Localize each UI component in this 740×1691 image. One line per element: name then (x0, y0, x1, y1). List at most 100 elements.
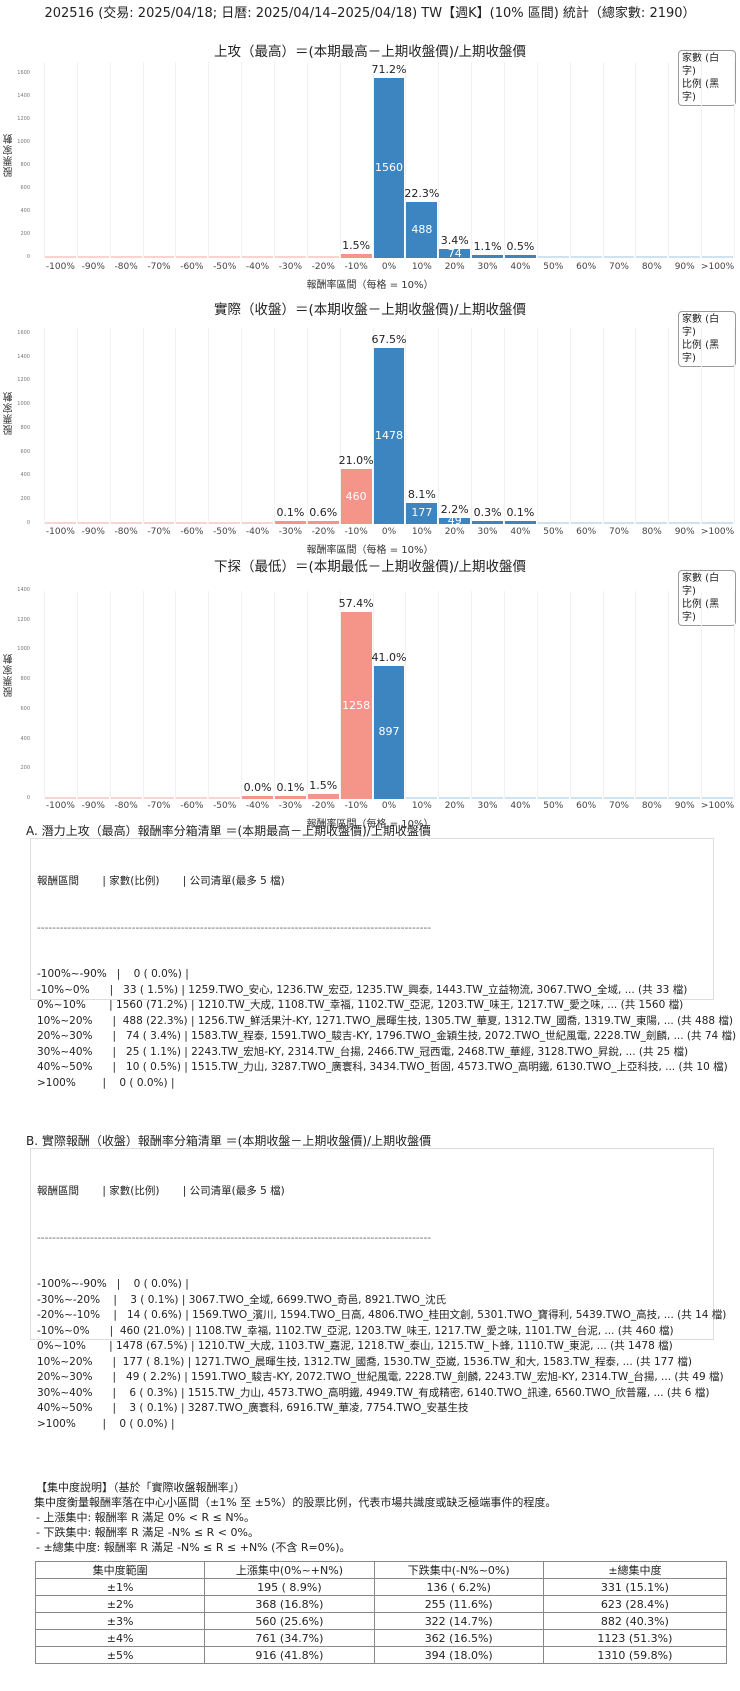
x-tick-label: -40% (245, 801, 270, 811)
cell: 394 (18.0%) (373, 1646, 544, 1664)
x-tick-label: -100% (45, 801, 75, 811)
bar--100% (45, 522, 76, 524)
bar--30% (275, 796, 306, 799)
cell: ±5% (34, 1646, 206, 1664)
cell: 1310 (59.8%) (542, 1646, 728, 1664)
y-tick-label: 0 (26, 520, 30, 526)
concentration-desc: 集中度衡量報酬率落在中心小區間（±1% 至 ±5%）的股票比例，代表市場共識度或… (34, 1496, 557, 1509)
cell: 761 (34.7%) (204, 1629, 375, 1647)
x-tick-label: 60% (576, 801, 597, 811)
grid-line (602, 62, 604, 258)
bar-pct-label: 0.1% (276, 781, 305, 794)
y-tick-label: 1000 (17, 138, 30, 145)
list-item: 0%~10% | 1478 (67.5%) | 1210.TW_大成, 1103… (37, 1340, 673, 1352)
bar--20% (307, 521, 339, 524)
y-tick-label: 0 (26, 795, 30, 801)
cell: ±4% (34, 1629, 206, 1647)
x-tick-label: -70% (147, 262, 171, 272)
concentration-bullet: - ±總集中度: 報酬率 R 滿足 -N% ≤ R ≤ +N% (不含 R=0%… (36, 1541, 351, 1554)
x-axis-label: 報酬率區間（每格 = 10%） (306, 280, 434, 291)
y-tick-label: 600 (20, 184, 30, 191)
table-header-row: 集中度範圍 上漲集中(0%~+N%) 下跌集中(-N%~0%) ±總集中度 (34, 1561, 728, 1579)
grid-line (569, 328, 571, 524)
x-tick-label: 30% (477, 527, 498, 537)
grid-line (241, 62, 243, 258)
bar--40% (242, 522, 273, 524)
x-tick-label: -20% (311, 801, 335, 811)
grid-line (208, 328, 210, 524)
bar-count-label: 1478 (374, 429, 403, 443)
y-tick-label: 800 (20, 676, 30, 683)
y-tick-label: 800 (20, 161, 30, 168)
x-tick-label: 70% (608, 262, 629, 272)
list-divider: ----------------------------------------… (37, 1231, 432, 1244)
x-tick-label: -90% (81, 527, 105, 537)
bar-70% (603, 522, 635, 524)
grid-line (109, 328, 111, 524)
x-tick-label: 40% (510, 527, 531, 537)
y-tick-label: 1400 (17, 92, 30, 99)
list-rows: -100%~-90% | 0 ( 0.0%) | -30%~-20% | 3 ( … (37, 1277, 726, 1432)
grid-line (372, 62, 374, 258)
x-tick-label: -100% (45, 527, 75, 537)
legend-pct-label: 比例 (黑字) (682, 79, 720, 103)
bar-count-label: 897 (378, 725, 400, 739)
legend-count-label: 家數 (白字) (682, 573, 720, 597)
x-tick-label: 50% (543, 527, 564, 537)
chart-title: 下探（最低）＝(本期最低－上期收盤價)/上期收盤價 (213, 559, 527, 575)
x-tick-label: 90% (674, 527, 695, 537)
list-item: 20%~30% | 49 ( 2.2%) | 1591.TWO_駿吉-KY, 2… (37, 1371, 724, 1383)
bar-0%: 1478 (373, 348, 405, 524)
cell: 882 (40.3%) (542, 1612, 728, 1630)
grid-line (734, 62, 735, 258)
grid-line (438, 62, 440, 258)
chart-title: 實際（收盤）＝(本期收盤－上期收盤價)/上期收盤價 (213, 302, 527, 318)
cell: ±1% (34, 1578, 206, 1596)
grid-line (569, 591, 571, 799)
list-item: >100% | 0 ( 0.0%) | (37, 1076, 175, 1089)
list-item: -100%~-90% | 0 ( 0.0%) | (37, 968, 189, 980)
grid-line (76, 328, 78, 524)
list-item: >100% | 0 ( 0.0%) | (37, 1417, 175, 1430)
bar-0%: 1560 (373, 78, 405, 258)
x-tick-label: 10% (411, 527, 432, 537)
bar--90% (77, 256, 109, 258)
bar--40% (242, 796, 273, 799)
grid-line (274, 62, 275, 258)
bar--90% (77, 522, 109, 524)
grid-line (109, 62, 111, 258)
list-item: 0%~10% | 1560 (71.2%) | 1210.TW_大成, 1108… (37, 999, 684, 1011)
x-tick-label: -40% (245, 262, 270, 272)
grid-line (536, 62, 538, 258)
y-tick-label: 1600 (17, 329, 30, 336)
bar--80% (110, 522, 142, 524)
table-row: ±2% 368 (16.8%) 255 (11.6%) 623 (28.4%) (34, 1595, 728, 1613)
grid-line (44, 62, 45, 258)
x-tick-label: -70% (147, 527, 171, 537)
bar--50% (209, 797, 241, 799)
cell: 916 (41.8%) (204, 1646, 375, 1664)
y-tick-label: 600 (20, 705, 30, 712)
bar--50% (209, 256, 241, 258)
grid-line (405, 591, 407, 799)
header-range: 集中度範圍 (34, 1561, 206, 1579)
bar-60% (570, 797, 602, 799)
grid-line (701, 591, 703, 799)
bar--20% (307, 794, 339, 799)
grid-line (241, 591, 243, 799)
grid-line (471, 62, 473, 258)
y-tick-label: 1400 (17, 587, 30, 593)
grid-line (602, 591, 604, 799)
table-row: ±5% 916 (41.8%) 394 (18.0%) 1310 (59.8%) (34, 1646, 728, 1664)
page-title: 202516 (交易: 2025/04/18; 日曆: 2025/04/14–2… (44, 6, 696, 21)
bar-10%: 177 (406, 502, 438, 524)
y-tick-label: 0 (26, 254, 30, 260)
x-tick-label: 0% (381, 527, 397, 537)
y-tick-label: 1400 (17, 353, 30, 360)
bar--60% (176, 256, 208, 258)
grid-line (372, 591, 374, 799)
chart-legend: 家數 (白字) 比例 (黑字) (678, 50, 736, 106)
y-tick-label: 200 (20, 496, 30, 503)
grid-line (701, 62, 703, 258)
x-tick-label: -60% (180, 262, 204, 272)
